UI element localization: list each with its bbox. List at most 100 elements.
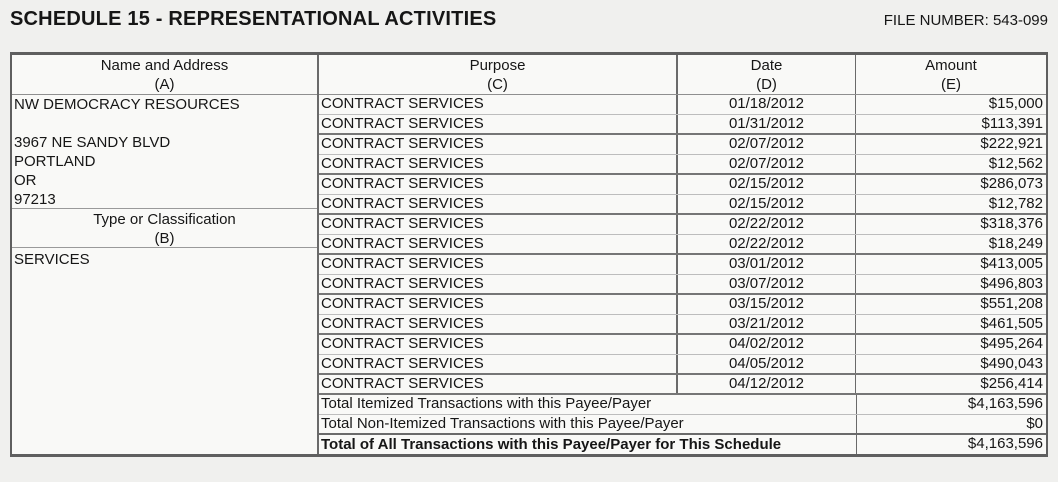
transaction-row: CONTRACT SERVICES 02/07/2012 $12,562 xyxy=(319,155,1046,175)
date-cell: 04/05/2012 xyxy=(678,355,856,373)
transaction-row: CONTRACT SERVICES 02/15/2012 $12,782 xyxy=(319,195,1046,215)
payee-street: 3967 NE SANDY BLVD xyxy=(14,134,171,151)
page-header: SCHEDULE 15 - REPRESENTATIONAL ACTIVITIE… xyxy=(10,8,1048,34)
column-header-date-label: Date xyxy=(750,57,783,74)
amount-cell: $113,391 xyxy=(981,115,1043,132)
purpose-cell: CONTRACT SERVICES xyxy=(319,255,678,274)
total-itemized-amount: $4,163,596 xyxy=(967,395,1043,412)
amount-cell: $15,000 xyxy=(988,95,1043,112)
total-all-transactions-label: Total of All Transactions with this Paye… xyxy=(319,435,857,454)
date-cell: 04/12/2012 xyxy=(678,375,856,393)
purpose-cell: CONTRACT SERVICES xyxy=(319,355,678,373)
purpose-cell: CONTRACT SERVICES xyxy=(319,375,678,393)
transaction-row: CONTRACT SERVICES 02/22/2012 $318,376 xyxy=(319,215,1046,235)
date-cell: 02/07/2012 xyxy=(678,155,856,173)
payee-city: PORTLAND xyxy=(14,153,96,170)
date-cell: 04/02/2012 xyxy=(678,335,856,354)
date-cell: 01/31/2012 xyxy=(678,115,856,133)
amount-cell: $286,073 xyxy=(980,175,1043,192)
total-itemized-row: Total Itemized Transactions with this Pa… xyxy=(319,395,1046,415)
date-cell: 02/15/2012 xyxy=(678,195,856,213)
date-cell: 02/22/2012 xyxy=(678,215,856,234)
amount-cell: $222,921 xyxy=(980,135,1043,152)
purpose-cell: CONTRACT SERVICES xyxy=(319,315,678,333)
transactions-column-group: Purpose (C) Date (D) Amount (E) CONTRACT… xyxy=(319,55,1046,454)
transaction-row: CONTRACT SERVICES 04/12/2012 $256,414 xyxy=(319,375,1046,395)
purpose-cell: CONTRACT SERVICES xyxy=(319,335,678,354)
date-cell: 03/21/2012 xyxy=(678,315,856,333)
column-header-purpose-sub: (C) xyxy=(487,76,508,93)
total-non-itemized-row: Total Non-Itemized Transactions with thi… xyxy=(319,415,1046,435)
column-header-type-classification: Type or Classification (B) xyxy=(12,208,317,248)
total-all-transactions-amount: $4,163,596 xyxy=(967,435,1043,452)
total-all-transactions-row: Total of All Transactions with this Paye… xyxy=(319,435,1046,454)
column-header-purpose: Purpose (C) xyxy=(319,55,678,94)
purpose-cell: CONTRACT SERVICES xyxy=(319,135,678,154)
total-itemized-label: Total Itemized Transactions with this Pa… xyxy=(319,395,857,414)
column-header-purpose-label: Purpose xyxy=(469,57,526,74)
date-cell: 03/01/2012 xyxy=(678,255,856,274)
name-address-column: Name and Address (A) NW DEMOCRACY RESOUR… xyxy=(12,55,319,454)
purpose-cell: CONTRACT SERVICES xyxy=(319,215,678,234)
transaction-row: CONTRACT SERVICES 03/21/2012 $461,505 xyxy=(319,315,1046,335)
transaction-row: CONTRACT SERVICES 01/31/2012 $113,391 xyxy=(319,115,1046,135)
date-cell: 01/18/2012 xyxy=(678,95,856,114)
amount-cell: $256,414 xyxy=(980,375,1043,392)
date-cell: 02/22/2012 xyxy=(678,235,856,253)
transaction-row: CONTRACT SERVICES 04/02/2012 $495,264 xyxy=(319,335,1046,355)
column-header-name-address: Name and Address (A) xyxy=(12,55,317,95)
total-non-itemized-label: Total Non-Itemized Transactions with thi… xyxy=(319,415,857,433)
amount-cell: $12,562 xyxy=(988,155,1043,172)
column-header-amount-label: Amount xyxy=(925,57,977,74)
transaction-row: CONTRACT SERVICES 02/15/2012 $286,073 xyxy=(319,175,1046,195)
total-non-itemized-amount: $0 xyxy=(1026,415,1043,432)
type-classification-value: SERVICES xyxy=(14,251,90,268)
transaction-row: CONTRACT SERVICES 04/05/2012 $490,043 xyxy=(319,355,1046,375)
amount-cell: $413,005 xyxy=(980,255,1043,272)
transaction-row: CONTRACT SERVICES 02/22/2012 $18,249 xyxy=(319,235,1046,255)
page-title: SCHEDULE 15 - REPRESENTATIONAL ACTIVITIE… xyxy=(10,8,497,30)
purpose-cell: CONTRACT SERVICES xyxy=(319,275,678,293)
column-header-name-address-sub: (A) xyxy=(154,76,175,93)
amount-cell: $495,264 xyxy=(980,335,1043,352)
transaction-rows: CONTRACT SERVICES 01/18/2012 $15,000 CONTRA… xyxy=(319,95,1046,395)
amount-cell: $551,208 xyxy=(980,295,1043,312)
column-header-amount: Amount (E) xyxy=(856,55,1046,94)
purpose-cell: CONTRACT SERVICES xyxy=(319,195,678,213)
purpose-cell: CONTRACT SERVICES xyxy=(319,295,678,314)
column-header-date-sub: (D) xyxy=(756,76,777,93)
date-cell: 02/15/2012 xyxy=(678,175,856,194)
transaction-row: CONTRACT SERVICES 03/07/2012 $496,803 xyxy=(319,275,1046,295)
date-cell: 02/07/2012 xyxy=(678,135,856,154)
purpose-cell: CONTRACT SERVICES xyxy=(319,155,678,173)
payee-zip: 97213 xyxy=(14,191,56,208)
amount-cell: $318,376 xyxy=(980,215,1043,232)
amount-cell: $490,043 xyxy=(980,355,1043,372)
file-number: FILE NUMBER: 543-099 xyxy=(883,12,1048,29)
payee-name: NW DEMOCRACY RESOURCES xyxy=(14,96,240,113)
type-classification-label: Type or Classification xyxy=(93,211,236,228)
type-classification-sub: (B) xyxy=(154,230,175,247)
transaction-row: CONTRACT SERVICES 01/18/2012 $15,000 xyxy=(319,95,1046,115)
date-cell: 03/07/2012 xyxy=(678,275,856,293)
transaction-row: CONTRACT SERVICES 03/15/2012 $551,208 xyxy=(319,295,1046,315)
transaction-row: CONTRACT SERVICES 03/01/2012 $413,005 xyxy=(319,255,1046,275)
purpose-cell: CONTRACT SERVICES xyxy=(319,95,678,114)
amount-cell: $496,803 xyxy=(980,275,1043,292)
column-header-date: Date (D) xyxy=(678,55,856,94)
date-cell: 03/15/2012 xyxy=(678,295,856,314)
address-blank-line xyxy=(14,114,315,133)
amount-cell: $12,782 xyxy=(988,195,1043,212)
purpose-cell: CONTRACT SERVICES xyxy=(319,115,678,133)
transaction-row: CONTRACT SERVICES 02/07/2012 $222,921 xyxy=(319,135,1046,155)
purpose-cell: CONTRACT SERVICES xyxy=(319,235,678,253)
payee-address-block: NW DEMOCRACY RESOURCES 3967 NE SANDY BLV… xyxy=(12,95,317,208)
amount-cell: $18,249 xyxy=(988,235,1043,252)
payee-state: OR xyxy=(14,172,37,189)
column-header-name-address-label: Name and Address xyxy=(100,57,229,74)
column-header-amount-sub: (E) xyxy=(941,76,961,93)
transactions-header-row: Purpose (C) Date (D) Amount (E) xyxy=(319,55,1046,95)
representational-activities-table: Name and Address (A) NW DEMOCRACY RESOUR… xyxy=(10,52,1048,457)
purpose-cell: CONTRACT SERVICES xyxy=(319,175,678,194)
